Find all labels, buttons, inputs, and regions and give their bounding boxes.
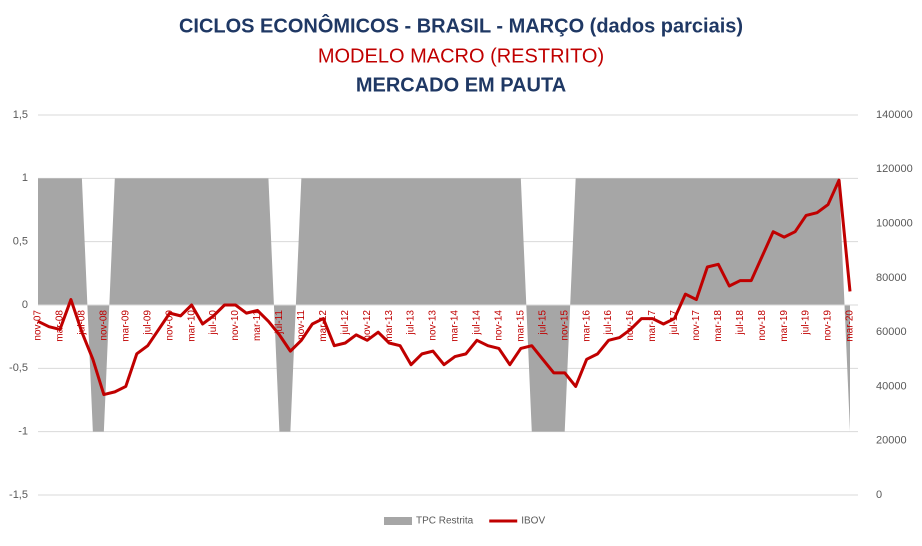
y-tick-label: 0,5 <box>13 236 28 248</box>
x-tick-label: nov-10 <box>230 310 241 341</box>
y-tick-label: -1 <box>18 426 28 438</box>
x-tick-label: nov-07 <box>33 310 44 341</box>
legend-label: TPC Restrita <box>416 516 474 527</box>
x-tick-label: mar-20 <box>845 310 856 342</box>
x-tick-label: mar-09 <box>120 310 131 342</box>
x-tick-label: nov-18 <box>757 310 768 341</box>
x-tick-label: mar-12 <box>318 310 329 342</box>
x-tick-label: jul-14 <box>472 310 483 336</box>
y2-tick-label: 0 <box>876 489 882 501</box>
legend-swatch <box>384 517 412 525</box>
x-tick-label: nov-19 <box>823 310 834 341</box>
x-tick-label: jul-11 <box>274 310 285 335</box>
x-tick-label: nov-15 <box>559 310 570 341</box>
x-tick-label: mar-19 <box>779 310 790 342</box>
x-tick-label: mar-10 <box>186 310 197 342</box>
x-tick-label: mar-15 <box>515 310 526 342</box>
x-tick-label: nov-12 <box>362 310 373 341</box>
line <box>37 178 852 397</box>
x-tick-label: jul-12 <box>340 310 351 336</box>
x-tick-label: mar-17 <box>647 310 658 342</box>
y2-tick-label: 100000 <box>876 217 913 229</box>
y2-tick-label: 80000 <box>876 272 907 284</box>
y2-tick-label: 20000 <box>876 435 907 447</box>
y-tick-label: 1 <box>22 172 28 184</box>
x-tick-label: jul-08 <box>77 310 88 336</box>
x-tick-label: mar-18 <box>713 310 724 342</box>
x-tick-label: jul-10 <box>208 310 219 336</box>
x-tick-label: nov-11 <box>296 310 307 340</box>
y-tick-label: 0 <box>22 299 28 311</box>
y-tick-label: 1,5 <box>13 109 28 121</box>
x-tick-label: jul-09 <box>142 310 153 336</box>
chart-subtitle: MERCADO EM PAUTA <box>356 74 566 96</box>
x-tick-label: jul-17 <box>669 310 680 336</box>
y2-tick-label: 120000 <box>876 163 913 175</box>
y-tick-label: -1,5 <box>9 489 28 501</box>
x-tick-label: nov-13 <box>428 310 439 341</box>
x-tick-label: mar-16 <box>581 310 592 342</box>
y2-tick-label: 60000 <box>876 326 907 338</box>
x-tick-label: jul-13 <box>406 310 417 336</box>
y2-tick-label: 40000 <box>876 380 907 392</box>
chart-subtitle: MODELO MACRO (RESTRITO) <box>318 45 604 67</box>
x-tick-label: mar-14 <box>450 310 461 342</box>
y2-tick-label: 140000 <box>876 109 913 121</box>
x-tick-label: nov-14 <box>494 310 505 341</box>
x-tick-label: mar-13 <box>384 310 395 342</box>
y-tick-label: -0,5 <box>9 362 28 374</box>
x-tick-label: nov-09 <box>164 310 175 341</box>
x-tick-label: nov-17 <box>691 310 702 341</box>
x-tick-label: jul-18 <box>735 310 746 336</box>
x-tick-label: nov-08 <box>98 310 109 341</box>
x-tick-label: jul-16 <box>603 310 614 336</box>
x-tick-label: mar-11 <box>252 310 263 341</box>
legend-label: IBOV <box>521 516 545 527</box>
x-tick-label: jul-19 <box>801 310 812 336</box>
x-tick-label: nov-16 <box>625 310 636 341</box>
x-tick-label: jul-15 <box>537 310 548 336</box>
chart-title: CICLOS ECONÔMICOS - BRASIL - MARÇO (dado… <box>179 13 743 37</box>
